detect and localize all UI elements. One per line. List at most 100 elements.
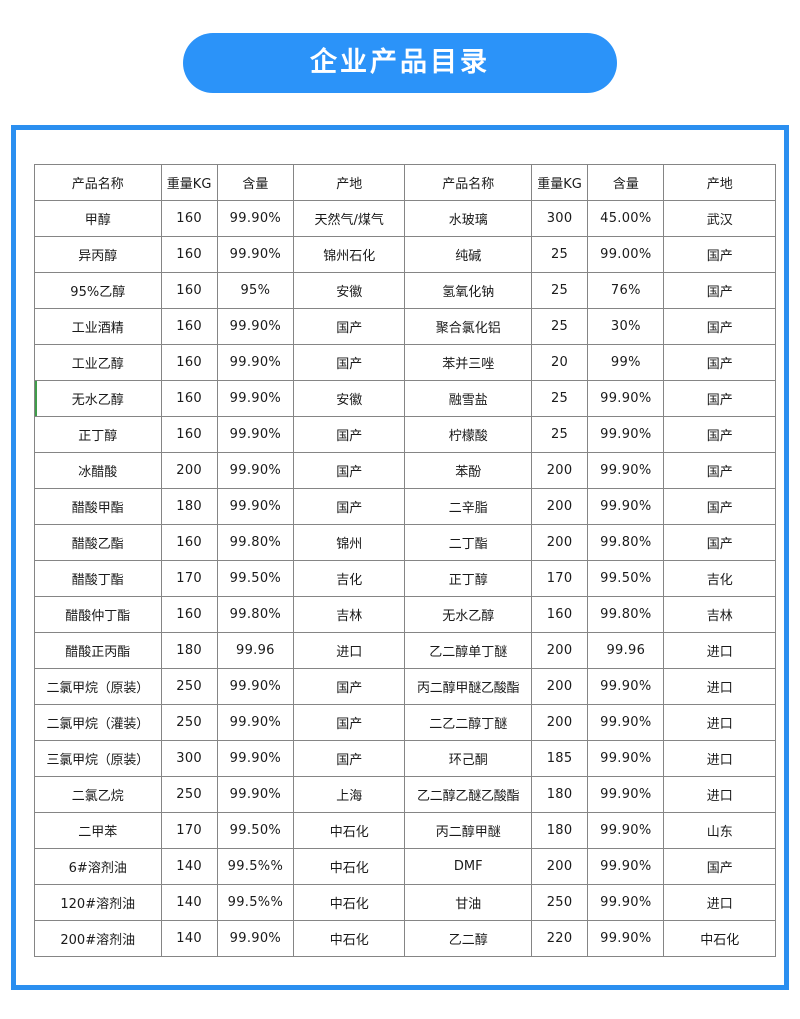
cell-pur_r[interactable]: 99.00% <box>587 236 665 273</box>
cell-wt_r[interactable]: 25 <box>530 236 589 273</box>
cell-org_l[interactable]: 国产 <box>293 488 406 525</box>
cell-name_r[interactable]: 乙二醇 <box>404 920 532 957</box>
table-row[interactable]: 甲醇 160 99.90% 天然气/煤气 水玻璃 300 45.00% 武汉 <box>34 200 776 237</box>
cell-pur_l[interactable]: 99.90% <box>216 740 295 777</box>
table-row[interactable]: 二氯甲烷（灌装） 250 99.90% 国产 二乙二醇丁醚 200 99.90% 进口 <box>34 704 776 741</box>
cell-org_l[interactable]: 国产 <box>293 704 406 741</box>
cell-wt_l[interactable]: 160 <box>160 272 218 309</box>
cell-wt_r[interactable]: 200 <box>530 524 589 561</box>
cell-pur_r[interactable]: 99.50% <box>587 560 665 597</box>
cell-name_l[interactable]: 正丁醇 <box>34 416 162 453</box>
cell-name_l[interactable]: 醋酸乙酯 <box>34 524 162 561</box>
cell-pur_l[interactable]: 99.90% <box>216 236 295 273</box>
cell-pur_r[interactable]: 99% <box>587 344 665 381</box>
cell-org_r[interactable]: 国产 <box>663 344 776 381</box>
cell-pur_l[interactable]: 99.90% <box>216 488 295 525</box>
cell-wt_l[interactable]: 180 <box>160 632 218 669</box>
column-header-purity-left[interactable]: 含量 <box>216 164 295 201</box>
cell-name_l[interactable]: 95%乙醇 <box>34 272 162 309</box>
cell-org_l[interactable]: 国产 <box>293 344 406 381</box>
cell-org_r[interactable]: 进口 <box>663 668 776 705</box>
table-row[interactable]: 6#溶剂油 140 99.5%% 中石化 DMF 200 99.90% 国产 <box>34 848 776 885</box>
cell-name_r[interactable]: 甘油 <box>404 884 532 921</box>
column-header-origin-left[interactable]: 产地 <box>293 164 406 201</box>
cell-wt_l[interactable]: 160 <box>160 200 218 237</box>
column-header-product-name-right[interactable]: 产品名称 <box>404 164 532 201</box>
cell-name_l[interactable]: 工业酒精 <box>34 308 162 345</box>
cell-pur_r[interactable]: 30% <box>587 308 665 345</box>
table-row[interactable]: 工业酒精 160 99.90% 国产 聚合氯化铝 25 30% 国产 <box>34 308 776 345</box>
table-row[interactable]: 无水乙醇 160 99.90% 安徽 融雪盐 25 99.90% 国产 <box>34 380 776 417</box>
cell-name_r[interactable]: 无水乙醇 <box>404 596 532 633</box>
cell-name_l[interactable]: 醋酸仲丁酯 <box>34 596 162 633</box>
cell-pur_r[interactable]: 99.90% <box>587 488 665 525</box>
cell-pur_l[interactable]: 99.50% <box>216 812 295 849</box>
table-row[interactable]: 冰醋酸 200 99.90% 国产 苯酚 200 99.90% 国产 <box>34 452 776 489</box>
cell-wt_l[interactable]: 180 <box>160 488 218 525</box>
cell-wt_l[interactable]: 250 <box>160 776 218 813</box>
cell-org_l[interactable]: 中石化 <box>293 848 406 885</box>
cell-pur_r[interactable]: 99.90% <box>587 776 665 813</box>
cell-name_r[interactable]: 苯酚 <box>404 452 532 489</box>
cell-pur_r[interactable]: 99.90% <box>587 380 665 417</box>
cell-wt_l[interactable]: 160 <box>160 308 218 345</box>
cell-pur_l[interactable]: 99.90% <box>216 776 295 813</box>
cell-name_r[interactable]: 二丁酯 <box>404 524 532 561</box>
cell-wt_l[interactable]: 160 <box>160 344 218 381</box>
cell-org_l[interactable]: 安徽 <box>293 272 406 309</box>
cell-name_l[interactable]: 冰醋酸 <box>34 452 162 489</box>
cell-name_r[interactable]: 纯碱 <box>404 236 532 273</box>
cell-name_r[interactable]: 融雪盐 <box>404 380 532 417</box>
cell-wt_l[interactable]: 170 <box>160 812 218 849</box>
cell-org_l[interactable]: 锦州石化 <box>293 236 406 273</box>
cell-name_l[interactable]: 异丙醇 <box>34 236 162 273</box>
cell-org_r[interactable]: 国产 <box>663 848 776 885</box>
cell-name_r[interactable]: 聚合氯化铝 <box>404 308 532 345</box>
cell-wt_l[interactable]: 250 <box>160 668 218 705</box>
cell-wt_l[interactable]: 200 <box>160 452 218 489</box>
column-header-purity-right[interactable]: 含量 <box>587 164 665 201</box>
cell-wt_l[interactable]: 160 <box>160 236 218 273</box>
cell-pur_l[interactable]: 99.90% <box>216 920 295 957</box>
cell-pur_r[interactable]: 99.96 <box>587 632 665 669</box>
cell-wt_r[interactable]: 25 <box>530 416 589 453</box>
table-row[interactable]: 二甲苯 170 99.50% 中石化 丙二醇甲醚 180 99.90% 山东 <box>34 812 776 849</box>
cell-pur_l[interactable]: 99.90% <box>216 452 295 489</box>
cell-pur_l[interactable]: 99.90% <box>216 308 295 345</box>
cell-wt_r[interactable]: 200 <box>530 848 589 885</box>
cell-name_l[interactable]: 200#溶剂油 <box>34 920 162 957</box>
cell-name_l[interactable]: 醋酸甲酯 <box>34 488 162 525</box>
cell-wt_l[interactable]: 160 <box>160 380 218 417</box>
table-row[interactable]: 异丙醇 160 99.90% 锦州石化 纯碱 25 99.00% 国产 <box>34 236 776 273</box>
cell-name_r[interactable]: 氢氧化钠 <box>404 272 532 309</box>
table-row[interactable]: 醋酸丁酯 170 99.50% 吉化 正丁醇 170 99.50% 吉化 <box>34 560 776 597</box>
cell-org_l[interactable]: 中石化 <box>293 920 406 957</box>
column-header-product-name-left[interactable]: 产品名称 <box>34 164 162 201</box>
column-header-weight-left[interactable]: 重量KG <box>160 164 218 201</box>
cell-name_r[interactable]: 柠檬酸 <box>404 416 532 453</box>
cell-wt_l[interactable]: 170 <box>160 560 218 597</box>
cell-wt_l[interactable]: 160 <box>160 596 218 633</box>
cell-pur_l[interactable]: 99.96 <box>216 632 295 669</box>
cell-pur_r[interactable]: 99.90% <box>587 704 665 741</box>
cell-pur_r[interactable]: 99.90% <box>587 452 665 489</box>
cell-org_r[interactable]: 进口 <box>663 632 776 669</box>
cell-wt_r[interactable]: 180 <box>530 776 589 813</box>
cell-org_r[interactable]: 国产 <box>663 272 776 309</box>
cell-org_r[interactable]: 进口 <box>663 884 776 921</box>
cell-org_l[interactable]: 上海 <box>293 776 406 813</box>
cell-wt_r[interactable]: 25 <box>530 380 589 417</box>
cell-org_l[interactable]: 国产 <box>293 452 406 489</box>
cell-pur_r[interactable]: 99.90% <box>587 416 665 453</box>
cell-pur_r[interactable]: 99.90% <box>587 668 665 705</box>
cell-wt_r[interactable]: 25 <box>530 308 589 345</box>
cell-pur_l[interactable]: 99.80% <box>216 524 295 561</box>
cell-name_r[interactable]: 二乙二醇丁醚 <box>404 704 532 741</box>
cell-org_l[interactable]: 国产 <box>293 308 406 345</box>
table-row[interactable]: 三氯甲烷（原装） 300 99.90% 国产 环己酮 185 99.90% 进口 <box>34 740 776 777</box>
cell-wt_l[interactable]: 160 <box>160 416 218 453</box>
cell-pur_r[interactable]: 99.90% <box>587 812 665 849</box>
cell-name_l[interactable]: 二氯乙烷 <box>34 776 162 813</box>
cell-org_r[interactable]: 吉林 <box>663 596 776 633</box>
cell-name_l[interactable]: 工业乙醇 <box>34 344 162 381</box>
